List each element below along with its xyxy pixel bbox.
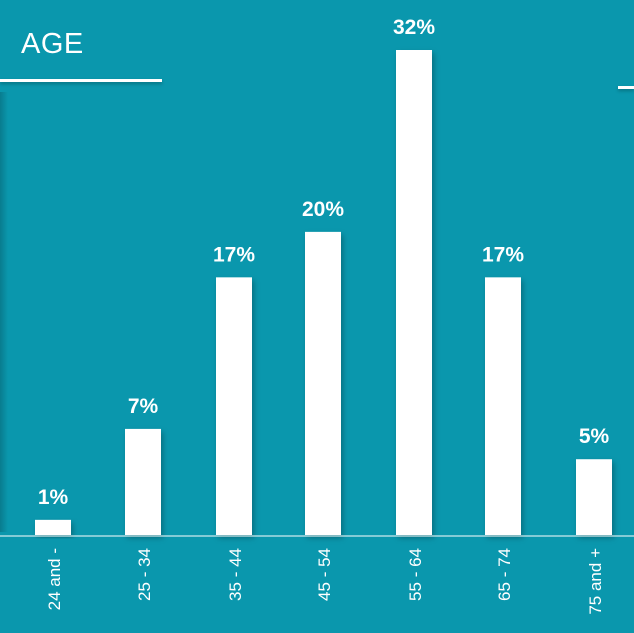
value-label-4: 32% <box>393 16 435 39</box>
category-label-0: 24 and - <box>45 548 64 610</box>
category-label-1: 25 - 34 <box>135 548 154 601</box>
value-label-0: 1% <box>38 486 69 509</box>
category-label-5: 65 - 74 <box>495 548 514 601</box>
category-label-6: 75 and + <box>586 548 605 615</box>
value-label-2: 17% <box>213 243 255 266</box>
bar-1 <box>125 428 161 535</box>
value-labels-layer: 1% 7% 17% 20% 32% 17% 5% <box>38 16 610 509</box>
bar-2 <box>216 277 252 535</box>
bar-5 <box>485 277 521 535</box>
left-edge-shadow <box>0 92 8 532</box>
value-label-1: 7% <box>128 395 159 418</box>
bar-0 <box>35 519 71 535</box>
category-label-2: 35 - 44 <box>226 548 245 601</box>
category-labels-layer: 24 and - 25 - 34 35 - 44 45 - 54 55 - 64 65 -… <box>45 548 605 615</box>
title-underline <box>0 79 162 82</box>
category-label-3: 45 - 54 <box>315 548 334 601</box>
bar-4 <box>396 50 432 535</box>
category-label-4: 55 - 64 <box>406 548 425 601</box>
bar-3 <box>305 231 341 535</box>
value-label-3: 20% <box>302 198 344 221</box>
right-edge-rule <box>618 86 634 89</box>
value-label-5: 17% <box>482 243 524 266</box>
value-label-6: 5% <box>579 425 610 448</box>
bar-6 <box>576 459 612 535</box>
bars-layer <box>35 50 612 535</box>
chart-title: AGE <box>21 28 84 60</box>
